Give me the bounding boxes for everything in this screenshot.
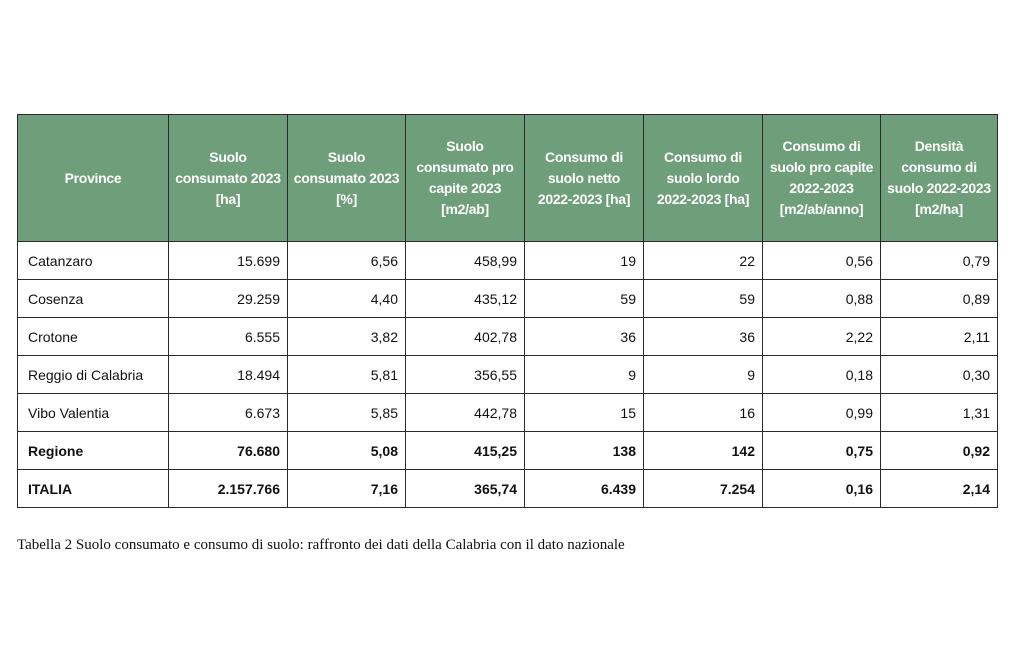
cell-value: 36: [643, 317, 763, 356]
cell-value: 16: [643, 393, 763, 432]
table-row: Crotone 6.555 3,82 402,78 36 36 2,22 2,1…: [17, 317, 998, 356]
header-row: Province Suolo consumato 2023 [ha] Suolo…: [17, 114, 998, 242]
cell-value: 138: [524, 431, 644, 470]
cell-value: 415,25: [405, 431, 525, 470]
cell-value: 22: [643, 241, 763, 280]
cell-value: 3,82: [287, 317, 406, 356]
cell-value: 59: [643, 279, 763, 318]
row-province-name: Cosenza: [17, 279, 169, 318]
cell-value: 29.259: [168, 279, 288, 318]
cell-value: 6,56: [287, 241, 406, 280]
cell-value: 19: [524, 241, 644, 280]
header-consumo-lordo: Consumo di suolo lordo 2022-2023 [ha]: [643, 114, 763, 242]
cell-value: 365,74: [405, 469, 525, 508]
table-row: Reggio di Calabria 18.494 5,81 356,55 9 …: [17, 355, 998, 394]
table-row-total-region: Regione 76.680 5,08 415,25 138 142 0,75 …: [17, 431, 998, 470]
cell-value: 6.439: [524, 469, 644, 508]
row-province-name: Reggio di Calabria: [17, 355, 169, 394]
table-row-total-italy: ITALIA 2.157.766 7,16 365,74 6.439 7.254…: [17, 469, 998, 508]
row-region-name: Regione: [17, 431, 169, 470]
cell-value: 7.254: [643, 469, 763, 508]
table-row: Vibo Valentia 6.673 5,85 442,78 15 16 0,…: [17, 393, 998, 432]
cell-value: 18.494: [168, 355, 288, 394]
cell-value: 2,14: [880, 469, 998, 508]
data-table-container: Province Suolo consumato 2023 [ha] Suolo…: [17, 114, 998, 508]
cell-value: 36: [524, 317, 644, 356]
cell-value: 0,18: [762, 355, 881, 394]
cell-value: 5,85: [287, 393, 406, 432]
cell-value: 142: [643, 431, 763, 470]
cell-value: 2.157.766: [168, 469, 288, 508]
cell-value: 5,81: [287, 355, 406, 394]
cell-value: 7,16: [287, 469, 406, 508]
header-province: Province: [17, 114, 169, 242]
cell-value: 15.699: [168, 241, 288, 280]
cell-value: 0,92: [880, 431, 998, 470]
cell-value: 435,12: [405, 279, 525, 318]
cell-value: 0,56: [762, 241, 881, 280]
cell-value: 0,75: [762, 431, 881, 470]
header-suolo-consumato-ha: Suolo consumato 2023 [ha]: [168, 114, 288, 242]
cell-value: 5,08: [287, 431, 406, 470]
header-suolo-pro-capite: Suolo consumato pro capite 2023 [m2/ab]: [405, 114, 525, 242]
cell-value: 15: [524, 393, 644, 432]
row-province-name: Vibo Valentia: [17, 393, 169, 432]
cell-value: 0,99: [762, 393, 881, 432]
cell-value: 9: [643, 355, 763, 394]
cell-value: 0,89: [880, 279, 998, 318]
cell-value: 458,99: [405, 241, 525, 280]
cell-value: 0,16: [762, 469, 881, 508]
land-consumption-table: Province Suolo consumato 2023 [ha] Suolo…: [17, 114, 998, 508]
cell-value: 356,55: [405, 355, 525, 394]
header-densita-consumo: Densità consumo di suolo 2022-2023 [m2/h…: [880, 114, 998, 242]
header-consumo-netto: Consumo di suolo netto 2022-2023 [ha]: [524, 114, 644, 242]
cell-value: 0,30: [880, 355, 998, 394]
cell-value: 59: [524, 279, 644, 318]
table-caption: Tabella 2 Suolo consumato e consumo di s…: [17, 537, 625, 553]
cell-value: 0,88: [762, 279, 881, 318]
table-row: Cosenza 29.259 4,40 435,12 59 59 0,88 0,…: [17, 279, 998, 318]
cell-value: 2,22: [762, 317, 881, 356]
cell-value: 6.673: [168, 393, 288, 432]
header-consumo-pro-capite: Consumo di suolo pro capite 2022-2023 [m…: [762, 114, 881, 242]
cell-value: 6.555: [168, 317, 288, 356]
table-row: Catanzaro 15.699 6,56 458,99 19 22 0,56 …: [17, 241, 998, 280]
cell-value: 1,31: [880, 393, 998, 432]
cell-value: 402,78: [405, 317, 525, 356]
cell-value: 9: [524, 355, 644, 394]
row-province-name: Crotone: [17, 317, 169, 356]
header-suolo-consumato-pct: Suolo consumato 2023 [%]: [287, 114, 406, 242]
cell-value: 2,11: [880, 317, 998, 356]
cell-value: 4,40: [287, 279, 406, 318]
cell-value: 0,79: [880, 241, 998, 280]
cell-value: 76.680: [168, 431, 288, 470]
row-province-name: Catanzaro: [17, 241, 169, 280]
row-country-name: ITALIA: [17, 469, 169, 508]
cell-value: 442,78: [405, 393, 525, 432]
